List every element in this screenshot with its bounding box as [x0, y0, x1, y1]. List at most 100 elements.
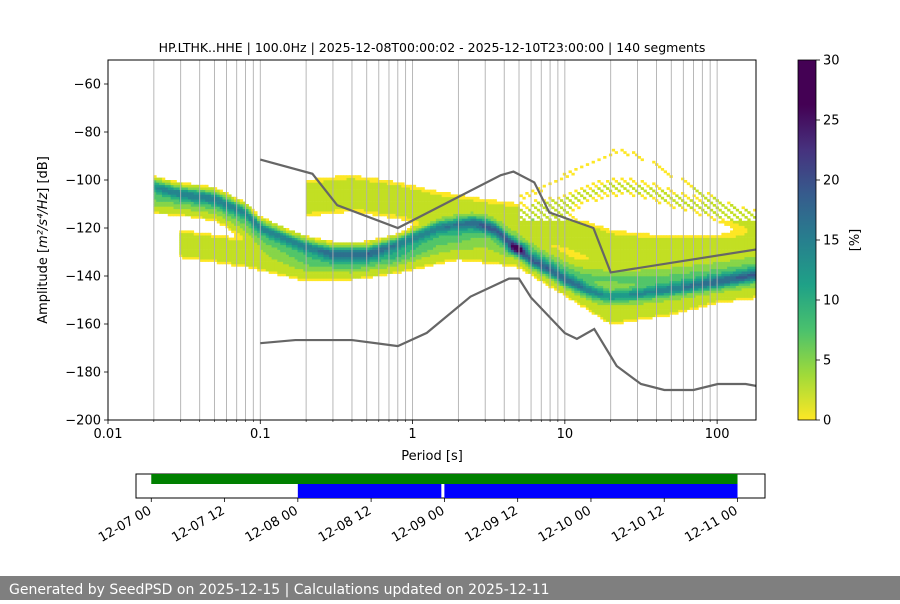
psd-cell [565, 204, 569, 207]
psd-cell [216, 201, 221, 205]
psd-cell [239, 213, 244, 217]
psd-cell [450, 242, 454, 246]
psd-cell [421, 266, 425, 270]
psd-cell [533, 232, 538, 236]
psd-cell [213, 240, 218, 243]
psd-cell [340, 242, 345, 246]
psd-cell [525, 223, 529, 226]
psd-cell [352, 252, 356, 255]
psd-cell [173, 204, 177, 207]
psd-cell [499, 237, 503, 241]
psd-cell [378, 252, 382, 255]
psd-cell [617, 285, 621, 289]
psd-cell [585, 283, 590, 286]
psd-cell [415, 211, 420, 214]
psd-cell [366, 211, 370, 214]
psd-cell [167, 211, 172, 214]
psd-cell [375, 213, 379, 217]
psd-cell [588, 273, 593, 277]
psd-cell [542, 261, 546, 265]
psd-cell [219, 204, 223, 207]
psd-cell [358, 252, 362, 255]
psd-cell [574, 295, 578, 298]
psd-cell [493, 256, 497, 260]
psd-cell [533, 249, 538, 253]
psd-cell [430, 249, 434, 253]
psd-cell [337, 252, 342, 255]
psd-cell [323, 249, 327, 253]
psd-cell [323, 196, 327, 200]
psd-cell [611, 300, 616, 303]
psd-cell [505, 208, 509, 212]
psd-cell [366, 194, 370, 198]
psd-cell [389, 180, 394, 183]
psd-cell [505, 201, 509, 205]
psd-cell [591, 290, 595, 294]
psd-cell [525, 256, 529, 260]
psd-cell [606, 314, 610, 318]
psd-cell [614, 261, 618, 265]
psd-cell [559, 230, 564, 234]
psd-cell [337, 194, 342, 198]
psd-cell [239, 230, 244, 234]
psd-cell [187, 247, 192, 250]
psd-cell [395, 184, 399, 188]
psd-cell [637, 290, 642, 294]
psd-cell [185, 256, 189, 260]
psd-cell [372, 211, 376, 214]
psd-cell [228, 206, 232, 210]
psd-cell [389, 264, 394, 267]
psd-cell [542, 271, 546, 274]
psd-cell [213, 216, 218, 219]
psd-cell [248, 216, 252, 219]
psd-cell [623, 259, 627, 262]
psd-cell [435, 201, 440, 205]
psd-cell [381, 244, 385, 248]
psd-cell [634, 244, 639, 248]
psd-cell [533, 240, 538, 243]
psd-cell [202, 240, 206, 243]
psd-cell [435, 252, 440, 255]
psd-cell [588, 302, 593, 306]
psd-cell [219, 242, 223, 246]
psd-cell [496, 216, 500, 219]
psd-cell [427, 256, 431, 260]
psd-cell [559, 213, 564, 217]
psd-cell [349, 189, 353, 193]
psd-cell [580, 278, 584, 282]
psd-cell [343, 177, 347, 181]
psd-cell [320, 268, 324, 272]
psd-cell [164, 194, 169, 198]
psd-cell [337, 189, 342, 193]
psd-cell [231, 242, 235, 246]
psd-cell [196, 211, 200, 214]
psd-cell [467, 206, 471, 210]
psd-cell [398, 182, 402, 186]
psd-cell [453, 220, 457, 224]
psd-cell [623, 240, 627, 243]
psd-cell [185, 182, 189, 186]
psd-cell [531, 256, 535, 260]
psd-cell [409, 259, 414, 262]
psd-cell [545, 220, 549, 224]
psd-cell [239, 199, 244, 202]
psd-cell [620, 278, 624, 282]
psd-cell [476, 256, 480, 260]
psd-cell [551, 247, 555, 250]
psd-cell [280, 232, 284, 236]
psd-cell [317, 242, 321, 246]
psd-cell [306, 213, 310, 217]
psd-cell [447, 220, 451, 224]
psd-cell [554, 273, 558, 277]
psd-cell [185, 196, 189, 200]
psd-cell [623, 295, 627, 298]
psd-cell [291, 254, 296, 258]
psd-cell [156, 177, 160, 181]
psd-cell [412, 199, 417, 202]
psd-cell [542, 242, 546, 246]
psd-cell [533, 259, 538, 262]
psd-cell [369, 256, 373, 260]
psd-cell [274, 242, 278, 246]
psd-cell [392, 184, 396, 188]
psd-cell [620, 247, 624, 250]
